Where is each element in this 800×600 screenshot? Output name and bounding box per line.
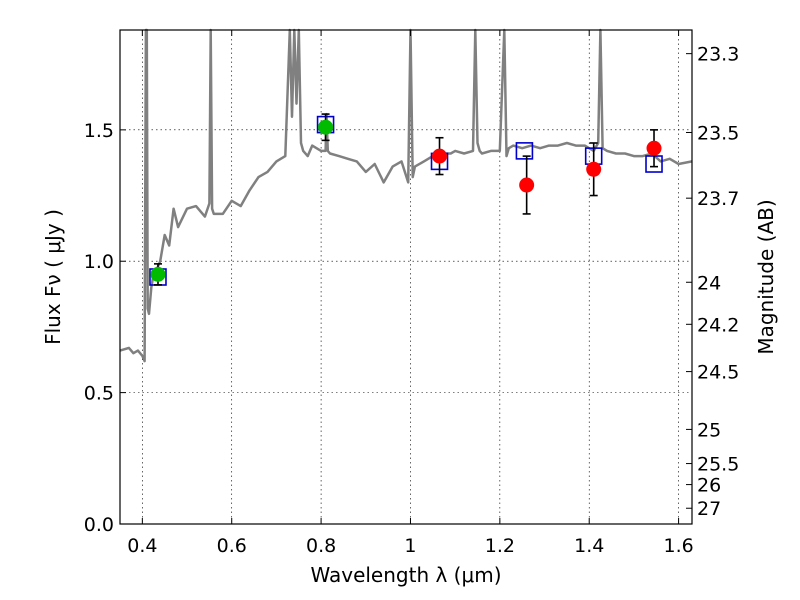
mag-tick-label: 27: [697, 498, 721, 520]
photometry-point: [150, 266, 166, 282]
y-axis-right-label: Magnitude (AB): [754, 199, 778, 354]
points-layer: [149, 113, 663, 286]
photometry-point: [646, 140, 662, 156]
mag-tick-label: 26: [697, 475, 721, 497]
mag-tick-label: 23.3: [697, 44, 739, 66]
y-tick-label: 0.5: [84, 383, 114, 405]
x-tick-label: 1.4: [574, 535, 604, 557]
photometry-point: [519, 177, 535, 193]
mag-tick-label: 24: [697, 272, 721, 294]
ticks: 0.4 0.6 0.8 1 1.2 1.4 1.6 0.0 0.5 1.0 1.5 23.3 23.5 2…: [84, 30, 739, 557]
mag-tick-label: 24.5: [697, 362, 739, 384]
photometry-point: [432, 148, 448, 164]
mag-tick-label: 23.5: [697, 122, 739, 144]
y-tick-label: 1.0: [84, 251, 114, 273]
mag-tick-label: 24.2: [697, 314, 739, 336]
y-axis-label: Flux Fν ( μJy ): [41, 209, 65, 345]
model-photometry-square: [515, 142, 534, 160]
x-tick-label: 1.6: [663, 535, 693, 557]
photometry-point: [586, 161, 602, 177]
spectrum-line: [119, 28, 693, 363]
x-tick-label: 1.2: [485, 535, 515, 557]
x-tick-label: 0.6: [217, 535, 247, 557]
spectrum-layer: [119, 28, 693, 363]
x-axis-label: Wavelength λ (μm): [310, 563, 501, 587]
x-tick-label: 1: [404, 535, 416, 557]
mag-tick-label: 25: [697, 419, 721, 441]
mag-tick-label: 23.7: [697, 188, 739, 210]
plot-frame: [119, 29, 693, 525]
mag-tick-label: 25.5: [697, 454, 739, 476]
y-tick-label: 0.0: [84, 514, 114, 536]
photometry-point: [318, 119, 334, 135]
x-tick-label: 0.8: [306, 535, 336, 557]
x-tick-label: 0.4: [127, 535, 157, 557]
y-tick-label: 1.5: [84, 120, 114, 142]
